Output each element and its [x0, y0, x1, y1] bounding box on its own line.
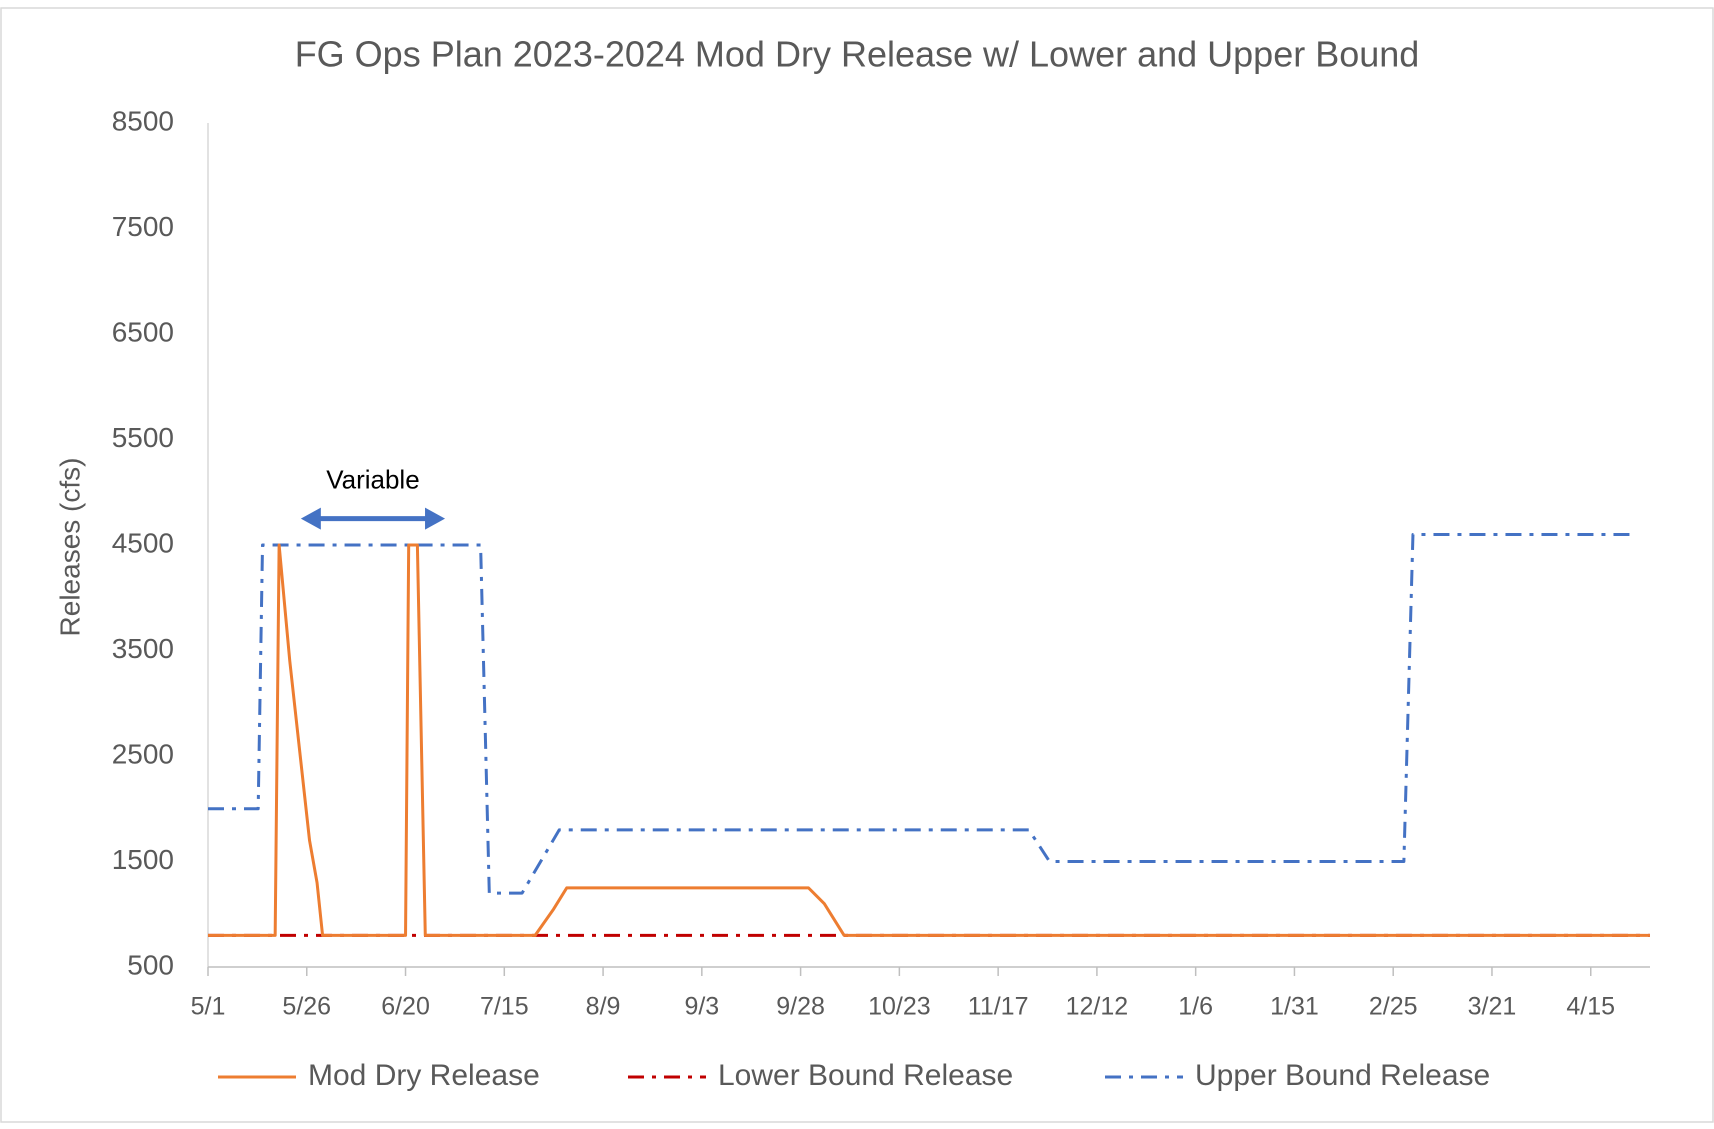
x-tick-label: 7/15	[480, 993, 529, 1021]
y-tick-label: 7500	[112, 211, 174, 242]
x-tick-label: 10/23	[868, 993, 931, 1021]
arrow-head	[300, 507, 321, 530]
series-line	[208, 532, 1634, 895]
x-tick-label: 12/12	[1066, 993, 1129, 1021]
legend-label: Upper Bound Release	[1195, 1059, 1490, 1092]
y-axis-label: Releases (cfs)	[54, 458, 85, 637]
x-tick-label: 1/31	[1270, 993, 1319, 1021]
x-tick-label: 9/3	[684, 993, 719, 1021]
x-tick-label: 9/28	[776, 993, 825, 1021]
x-tick-label: 1/6	[1178, 993, 1213, 1021]
x-tick-label: 2/25	[1369, 993, 1418, 1021]
y-tick-label: 4500	[112, 527, 174, 558]
y-tick-label: 8500	[112, 105, 174, 136]
x-tick-label: 3/21	[1468, 993, 1517, 1021]
y-tick-label: 500	[127, 949, 174, 980]
arrow-head	[425, 507, 446, 530]
x-tick-label: 8/9	[586, 993, 621, 1021]
legend-label: Lower Bound Release	[718, 1059, 1013, 1092]
x-tick-label: 5/26	[282, 993, 331, 1021]
x-tick-label: 5/1	[191, 993, 226, 1021]
x-tick-label: 6/20	[381, 993, 430, 1021]
x-tick-label: 11/17	[968, 993, 1029, 1021]
chart-frame	[0, 7, 1714, 1123]
legend-label: Mod Dry Release	[308, 1059, 540, 1092]
annotation: Variable	[326, 465, 419, 495]
y-tick-label: 1500	[112, 844, 174, 875]
y-tick-label: 3500	[112, 633, 174, 664]
x-tick-label: 4/15	[1566, 993, 1615, 1021]
chart-title: FG Ops Plan 2023-2024 Mod Dry Release w/…	[295, 34, 1420, 75]
y-tick-label: 6500	[112, 316, 174, 347]
series-line	[208, 543, 1650, 937]
y-tick-label: 5500	[112, 422, 174, 453]
y-tick-label: 2500	[112, 738, 174, 769]
